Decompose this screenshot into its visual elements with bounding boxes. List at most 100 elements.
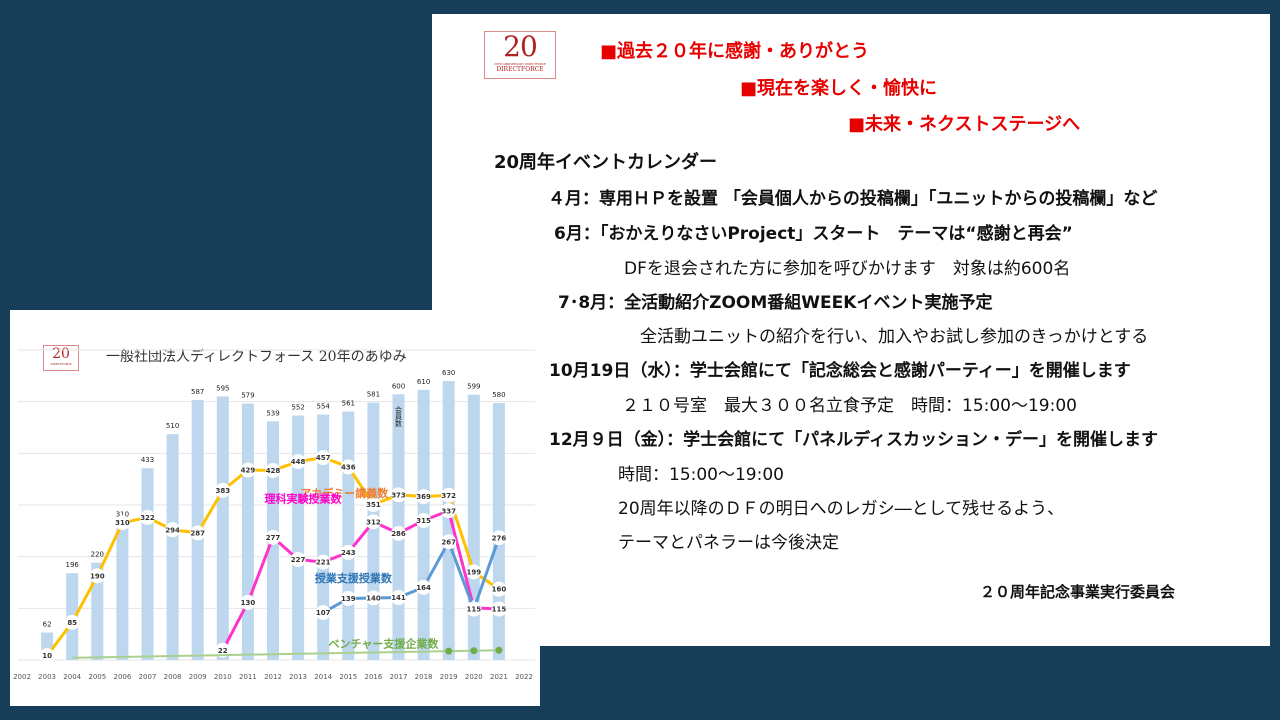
logo-number: 20 (503, 30, 538, 63)
bar-data-label: 610 (417, 378, 430, 386)
history-chart: 62 196 220 310 433 510 587 595 579 539 552 554 561 58… (13, 349, 535, 681)
series-data-label: 294 (165, 526, 180, 534)
series-point (391, 590, 406, 606)
event-october: 10月19日（水）：学士会館にて「記念総会と感謝パーティー」を開催します (549, 361, 1131, 381)
series-point (190, 525, 206, 541)
series-data-label: 286 (391, 530, 406, 538)
bar-member-count (442, 381, 455, 660)
series-data-label: 221 (316, 559, 331, 567)
series-data-label: 141 (391, 594, 406, 602)
bar-data-label: 579 (241, 392, 254, 400)
series-data-label: 199 (466, 568, 481, 576)
x-tick-label: 2004 (63, 673, 81, 681)
series-name-label: 授業支援授業数 (315, 571, 393, 585)
series-data-label: 448 (291, 458, 306, 466)
bar-data-label: 581 (367, 391, 380, 399)
bar-data-label: 510 (166, 422, 179, 430)
series-point (391, 525, 406, 541)
x-tick-label: 2002 (13, 673, 31, 681)
series-point (340, 459, 356, 475)
series-point (315, 450, 331, 466)
logo-tagline: 20TH ANNIVERSARY DIRECTFORCE (493, 62, 547, 66)
series-data-label: 115 (466, 606, 481, 614)
calendar-title: 20周年イベントカレンダー (494, 152, 718, 173)
x-tick-label: 2010 (214, 673, 232, 681)
bar-member-count (342, 411, 355, 660)
bar-member-count (216, 396, 229, 660)
series-line (221, 508, 499, 651)
x-tick-label: 2013 (289, 673, 307, 681)
series-point (290, 454, 306, 470)
chart-title: 一般社団法人ディレクトフォース 20年のあゆみ (106, 349, 407, 365)
bar-data-label: 433 (141, 456, 154, 464)
event-december-theme: テーマとパネラーは今後決定 (618, 533, 839, 553)
series-data-label: 312 (366, 518, 381, 526)
series-point (491, 601, 507, 617)
series-data-label: 457 (316, 454, 331, 462)
bar-data-label: 630 (442, 369, 455, 377)
series-data-label: 243 (341, 549, 356, 557)
bar-member-count (241, 403, 254, 660)
bar-data-label: 600 (392, 382, 405, 390)
series-data-label: 373 (391, 491, 406, 499)
series-point (340, 590, 356, 606)
series-point (416, 513, 432, 528)
bar-data-label: 196 (66, 561, 80, 569)
event-december: 12月９日（金）：学士会館にて「パネルディスカッション・デー」を開催します (549, 430, 1158, 450)
bar-data-label: 554 (317, 403, 331, 411)
series-data-label: 436 (341, 463, 356, 471)
x-tick-label: 2018 (415, 673, 433, 681)
slogan-future: ■未来・ネクストステージへ (848, 114, 1081, 135)
bar-data-label: 595 (216, 385, 229, 393)
event-october-detail: ２１０号室 最大３００名立食予定 時間：15:00～19:00 (622, 396, 1077, 416)
series-point (64, 614, 80, 630)
series-data-label: 130 (241, 599, 256, 607)
series-point (215, 482, 231, 498)
series-data-label: 428 (266, 467, 281, 475)
series-data-label: 115 (492, 606, 507, 614)
series-point (491, 581, 507, 597)
x-tick-label: 2008 (164, 673, 182, 681)
series-point (114, 515, 130, 531)
series-point (365, 514, 381, 530)
series-data-label: 310 (115, 519, 130, 527)
bar-data-label: 599 (467, 383, 480, 391)
history-chart-panel: 20 DIRECTFORCE 一般社団法人ディレクトフォース 20年のあゆみ 6… (10, 310, 540, 706)
bar-data-label: 561 (342, 400, 355, 408)
series-data-label: 10 (42, 652, 52, 660)
series-point (365, 497, 381, 513)
x-tick-label: 2005 (88, 673, 106, 681)
series-point (441, 534, 457, 550)
series-name-label: ベンチャー支援企業数 (328, 636, 439, 650)
bar-member-count (166, 434, 179, 660)
series-data-label: 315 (416, 517, 431, 525)
bar-data-label: 552 (291, 404, 304, 412)
series-point (441, 487, 457, 503)
series-data-label: 267 (441, 538, 456, 546)
series-data-label: 277 (266, 534, 281, 542)
x-tick-label: 2019 (440, 673, 458, 681)
x-tick-label: 2007 (139, 673, 157, 681)
series-data-label: 383 (215, 487, 230, 495)
series-name-label: 理科実験授業数 (265, 491, 343, 505)
bar-data-label: 310 (116, 511, 129, 519)
series-point (466, 564, 482, 580)
bar-member-count (141, 468, 154, 660)
bar-data-label: 220 (91, 551, 104, 559)
series-point (315, 605, 331, 621)
series-point (470, 647, 478, 655)
x-tick-label: 2003 (38, 673, 56, 681)
series-point (495, 646, 503, 654)
x-tick-label: 2009 (189, 673, 207, 681)
x-tick-label: 2011 (239, 673, 257, 681)
slide-panel: 20 20TH ANNIVERSARY DIRECTFORCE DIRECTFO… (432, 14, 1270, 646)
series-data-label: 164 (416, 584, 431, 592)
anniversary-logo: 20 20TH ANNIVERSARY DIRECTFORCE DIRECTFO… (484, 31, 556, 79)
series-data-label: 351 (366, 501, 381, 509)
x-tick-label: 2017 (390, 673, 408, 681)
series-name-label: アカデミー講義数 (300, 486, 389, 500)
series-point (416, 489, 432, 505)
committee-name: ２０周年記念事業実行委員会 (980, 583, 1176, 601)
series-data-label: 276 (492, 534, 507, 542)
series-point (315, 554, 331, 570)
